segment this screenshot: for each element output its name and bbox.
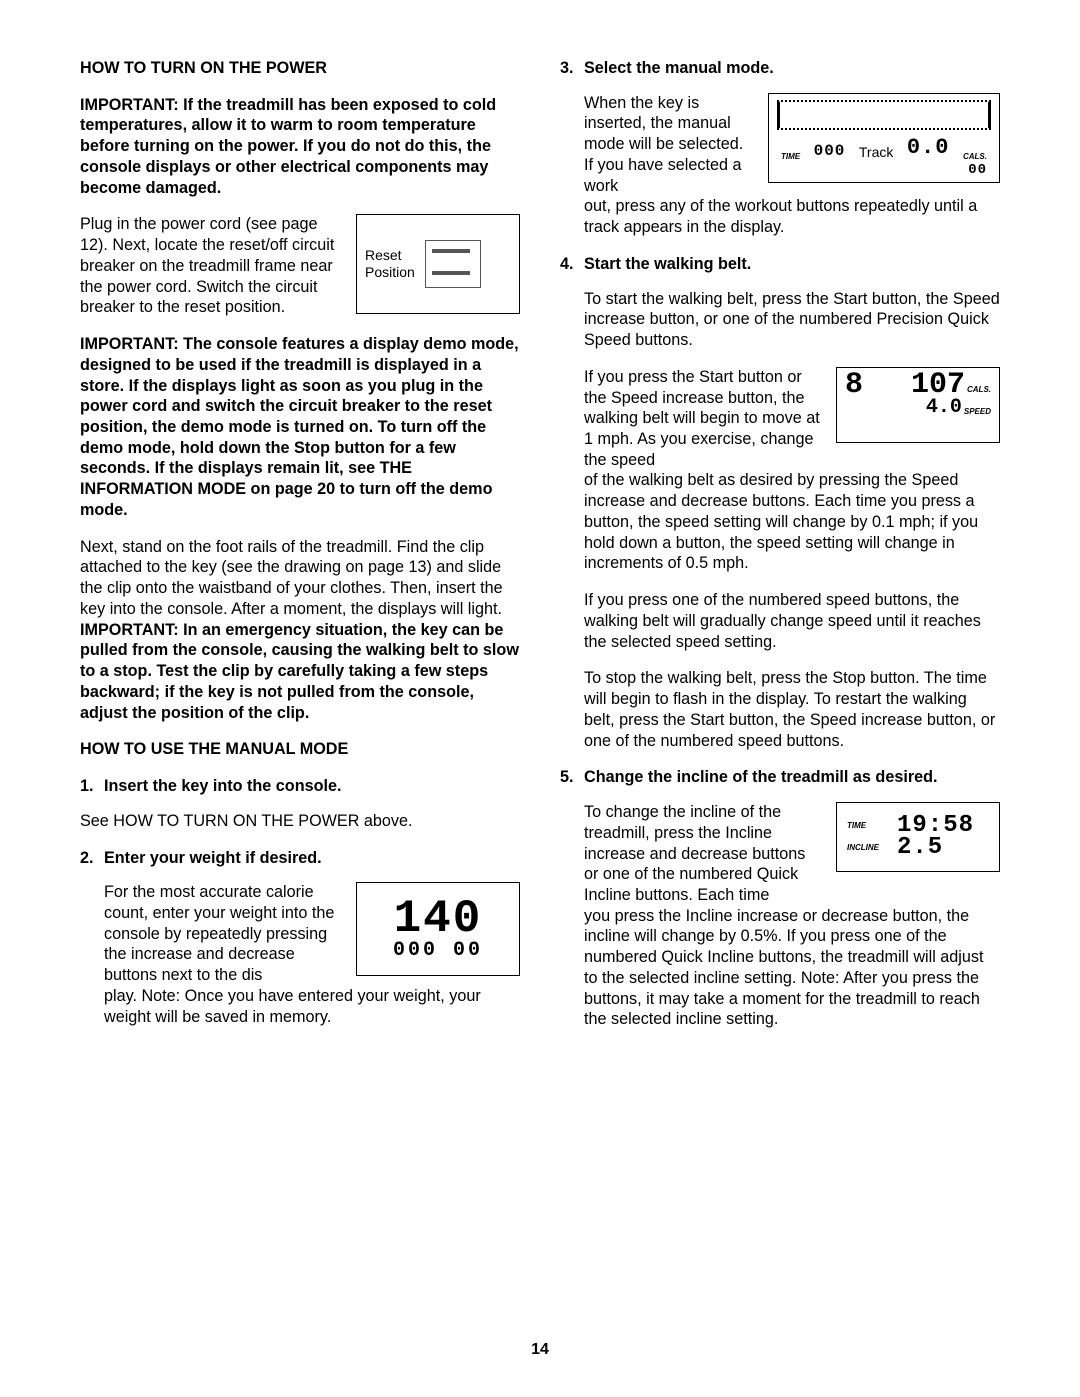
- step-5-bodywrap: To change the incline of the treadmill, …: [584, 802, 1000, 1030]
- two-column-layout: HOW TO TURN ON THE POWER IMPORTANT: If t…: [80, 58, 1000, 1030]
- step-3-bodywrap: When the key is inserted, the manual mod…: [584, 93, 1000, 238]
- track-display-figure: TIME 000 Track 0.0 CALS. 00: [768, 93, 1000, 183]
- stand-text-b: IMPORTANT: In an emergency situation, th…: [80, 621, 519, 722]
- step-3-body-b: out, press any of the workout buttons re…: [584, 197, 977, 236]
- step-2-label: Enter your weight if desired.: [104, 848, 322, 869]
- plug-text: Plug in the power cord (see page 12). Ne…: [80, 214, 342, 318]
- breaker-icon: [425, 240, 481, 288]
- step-1-body: See HOW TO TURN ON THE POWER above.: [80, 811, 520, 832]
- speed-big-a: 8: [845, 372, 863, 399]
- weight-display-figure: 140 000 00: [356, 882, 520, 976]
- step-1: 1. Insert the key into the console.: [80, 776, 520, 797]
- heading-power: HOW TO TURN ON THE POWER: [80, 58, 520, 79]
- incline-lab: INCLINE: [847, 843, 887, 853]
- step-4-body-c: of the walking belt as desired by pressi…: [584, 471, 978, 572]
- manual-page: HOW TO TURN ON THE POWER IMPORTANT: If t…: [0, 0, 1080, 1397]
- step-5-num: 5.: [560, 767, 584, 788]
- important-demo: IMPORTANT: The console features a displa…: [80, 334, 520, 521]
- step-4-body-a: To start the walking belt, press the Sta…: [584, 289, 1000, 351]
- step-4-num: 4.: [560, 254, 584, 275]
- step-2-body-a: For the most accurate calorie count, ent…: [104, 882, 342, 986]
- incline-row: To change the incline of the treadmill, …: [584, 802, 1000, 906]
- page-number: 14: [0, 1341, 1080, 1359]
- speed-small: 4.0: [926, 399, 962, 417]
- step-2-num: 2.: [80, 848, 104, 869]
- track-row: When the key is inserted, the manual mod…: [584, 93, 1000, 197]
- speed-row: If you press the Start button or the Spe…: [584, 367, 1000, 471]
- step-4: 4. Start the walking belt.: [560, 254, 1000, 275]
- heading-manual: HOW TO USE THE MANUAL MODE: [80, 739, 520, 760]
- step-2-bodywrap: For the most accurate calorie count, ent…: [104, 882, 520, 1027]
- incline-row-2: INCLINE 2.5: [847, 837, 989, 859]
- step-5: 5. Change the incline of the treadmill a…: [560, 767, 1000, 788]
- step-2-body-b: play. Note: Once you have entered your w…: [104, 987, 481, 1026]
- time-label: TIME: [781, 152, 800, 162]
- reset-position-figure: Reset Position: [356, 214, 520, 314]
- step-4-body-d: If you press one of the numbered speed b…: [584, 590, 1000, 652]
- track-label: Track: [859, 144, 893, 162]
- step-3: 3. Select the manual mode.: [560, 58, 1000, 79]
- step-1-num: 1.: [80, 776, 104, 797]
- right-column: 3. Select the manual mode. When the key …: [560, 58, 1000, 1030]
- incline-val: 2.5: [897, 837, 943, 859]
- seg-c: 00: [968, 162, 987, 180]
- incline-display-figure: TIME 19:58 INCLINE 2.5: [836, 802, 1000, 872]
- weight-value: 140: [394, 899, 483, 940]
- speed-row-1: 8 107CALS.: [845, 372, 991, 399]
- stand-text-a: Next, stand on the foot rails of the tre…: [80, 538, 503, 618]
- step-4-bodywrap: To start the walking belt, press the Sta…: [584, 289, 1000, 752]
- important-cold: IMPORTANT: If the treadmill has been exp…: [80, 95, 520, 199]
- track-readout-2: 00: [777, 162, 991, 180]
- cals-label: CALS.: [963, 152, 987, 162]
- track-bar-icon: [777, 100, 991, 130]
- speed-row-2: 4.0SPEED: [845, 399, 991, 417]
- step-2: 2. Enter your weight if desired.: [80, 848, 520, 869]
- step-5-body-b: you press the Incline increase or decrea…: [584, 907, 984, 1029]
- cals-lab: CALS.: [967, 385, 991, 394]
- speed-display-figure: 8 107CALS. 4.0SPEED: [836, 367, 1000, 443]
- step-5-label: Change the incline of the treadmill as d…: [584, 767, 938, 788]
- stand-paragraph: Next, stand on the foot rails of the tre…: [80, 537, 520, 724]
- step-4-label: Start the walking belt.: [584, 254, 751, 275]
- weight-row: For the most accurate calorie count, ent…: [104, 882, 520, 986]
- track-readout: TIME 000 Track 0.0 CALS.: [777, 134, 991, 162]
- plug-row: Plug in the power cord (see page 12). Ne…: [80, 214, 520, 334]
- step-4-body-e: To stop the walking belt, press the Stop…: [584, 668, 1000, 751]
- left-column: HOW TO TURN ON THE POWER IMPORTANT: If t…: [80, 58, 520, 1030]
- speed-lab: SPEED: [964, 407, 991, 417]
- seg-a: 000: [814, 141, 846, 161]
- reset-label: Reset Position: [365, 247, 415, 283]
- step-3-label: Select the manual mode.: [584, 58, 774, 79]
- step-5-body-a: To change the incline of the treadmill, …: [584, 802, 822, 906]
- step-3-body-a: When the key is inserted, the manual mod…: [584, 93, 754, 197]
- step-1-label: Insert the key into the console.: [104, 776, 341, 797]
- seg-b: 0.0: [907, 134, 950, 162]
- time-lab: TIME: [847, 821, 887, 831]
- step-4-body-b: If you press the Start button or the Spe…: [584, 367, 822, 471]
- weight-segments: 000 00: [393, 942, 483, 960]
- step-3-num: 3.: [560, 58, 584, 79]
